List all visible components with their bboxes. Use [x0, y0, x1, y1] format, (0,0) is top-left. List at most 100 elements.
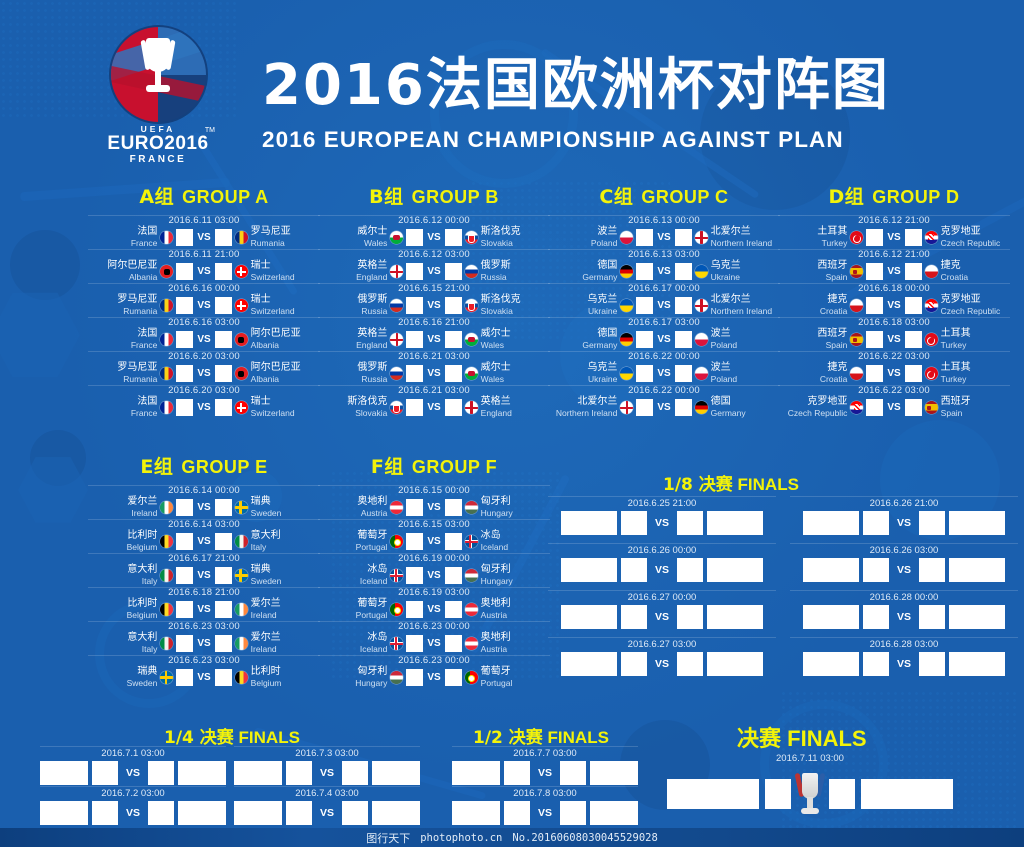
away-score-box[interactable] [214, 601, 232, 618]
away-score-box[interactable] [214, 499, 232, 516]
home-score-box[interactable] [636, 297, 654, 314]
home-team-box[interactable] [561, 605, 617, 629]
home-team-box[interactable] [561, 511, 617, 535]
away-score-box[interactable] [444, 365, 462, 382]
home-score-box[interactable] [863, 652, 889, 676]
away-team-box[interactable] [371, 761, 420, 785]
away-score-box[interactable] [829, 779, 855, 809]
home-team-box[interactable] [452, 801, 501, 825]
home-team-box[interactable] [234, 801, 283, 825]
match-row[interactable]: 2016.6.15 03:00 葡萄牙 Portugal VS 冰岛 Iceland [318, 519, 550, 553]
quarter-final-match-left-2[interactable]: 2016.7.2 03:00 VS [40, 786, 226, 825]
home-score-box[interactable] [866, 263, 884, 280]
home-team-box[interactable] [803, 605, 859, 629]
home-score-box[interactable] [863, 605, 889, 629]
home-score-box[interactable] [636, 331, 654, 348]
home-team-box[interactable] [561, 652, 617, 676]
away-score-box[interactable] [444, 331, 462, 348]
match-row[interactable]: 2016.6.13 00:00 波兰 Poland VS 北爱尔兰 Northern Ir… [548, 215, 780, 249]
away-score-box[interactable] [214, 229, 232, 246]
home-team-box[interactable] [452, 761, 501, 785]
home-score-box[interactable] [406, 533, 424, 550]
away-score-box[interactable] [214, 263, 232, 280]
away-team-box[interactable] [707, 511, 763, 535]
match-row[interactable]: 2016.6.18 03:00 西班牙 Spain VS 土耳其 Turkey [778, 317, 1010, 351]
round-of-16-match-left-2[interactable]: 2016.6.26 00:00 VS [548, 543, 776, 582]
away-team-box[interactable] [949, 558, 1005, 582]
match-row[interactable]: 2016.6.19 00:00 冰岛 Iceland VS 匈牙利 Hungary [318, 553, 550, 587]
home-score-box[interactable] [406, 263, 424, 280]
match-row[interactable]: 2016.6.14 00:00 爱尔兰 Ireland VS 瑞典 Sweden [88, 485, 320, 519]
away-score-box[interactable] [674, 229, 692, 246]
home-score-box[interactable] [866, 297, 884, 314]
away-score-box[interactable] [444, 669, 462, 686]
away-score-box[interactable] [147, 761, 174, 785]
away-score-box[interactable] [147, 801, 174, 825]
away-team-box[interactable] [707, 605, 763, 629]
match-row[interactable]: 2016.6.17 21:00 意大利 Italy VS 瑞典 Sweden [88, 553, 320, 587]
away-score-box[interactable] [677, 558, 703, 582]
away-score-box[interactable] [444, 297, 462, 314]
away-score-box[interactable] [674, 399, 692, 416]
home-score-box[interactable] [504, 761, 531, 785]
match-row[interactable]: 2016.6.11 21:00 阿尔巴尼亚 Albania VS 瑞士 Switzerla… [88, 249, 320, 283]
home-score-box[interactable] [504, 801, 531, 825]
semi-final-match-1[interactable]: 2016.7.7 03:00 VS [452, 746, 638, 785]
home-score-box[interactable] [866, 365, 884, 382]
match-row[interactable]: 2016.6.23 03:00 瑞典 Sweden VS 比利时 Belgium [88, 655, 320, 689]
home-score-box[interactable] [621, 558, 647, 582]
away-score-box[interactable] [677, 605, 703, 629]
home-score-box[interactable] [866, 331, 884, 348]
home-team-box[interactable] [803, 558, 859, 582]
round-of-16-match-left-3[interactable]: 2016.6.27 00:00 VS [548, 590, 776, 629]
away-score-box[interactable] [919, 605, 945, 629]
away-score-box[interactable] [674, 263, 692, 280]
away-score-box[interactable] [214, 567, 232, 584]
away-score-box[interactable] [919, 558, 945, 582]
home-score-box[interactable] [406, 567, 424, 584]
away-score-box[interactable] [444, 567, 462, 584]
match-row[interactable]: 2016.6.20 03:00 法国 France VS 瑞士 Switzerland [88, 385, 320, 419]
away-team-box[interactable] [707, 558, 763, 582]
away-score-box[interactable] [674, 365, 692, 382]
away-score-box[interactable] [214, 365, 232, 382]
round-of-16-match-left-4[interactable]: 2016.6.27 03:00 VS [548, 637, 776, 676]
away-team-box[interactable] [861, 779, 953, 809]
home-team-box[interactable] [561, 558, 617, 582]
home-score-box[interactable] [406, 399, 424, 416]
home-team-box[interactable] [803, 511, 859, 535]
match-row[interactable]: 2016.6.23 00:00 匈牙利 Hungary VS 葡萄牙 Portugal [318, 655, 550, 689]
home-score-box[interactable] [176, 297, 194, 314]
home-score-box[interactable] [92, 761, 119, 785]
match-row[interactable]: 2016.6.11 03:00 法国 France VS 罗马尼亚 Rumania [88, 215, 320, 249]
match-row[interactable]: 2016.6.22 00:00 北爱尔兰 Northern Ireland VS 德国 G… [548, 385, 780, 419]
away-team-box[interactable] [949, 511, 1005, 535]
home-score-box[interactable] [636, 365, 654, 382]
match-row[interactable]: 2016.6.22 03:00 捷克 Croatia VS 土耳其 Turkey [778, 351, 1010, 385]
away-score-box[interactable] [904, 263, 922, 280]
away-score-box[interactable] [444, 601, 462, 618]
away-score-box[interactable] [904, 365, 922, 382]
home-score-box[interactable] [636, 399, 654, 416]
semi-final-match-2[interactable]: 2016.7.8 03:00 VS [452, 786, 638, 825]
home-score-box[interactable] [406, 499, 424, 516]
match-row[interactable]: 2016.6.23 00:00 冰岛 Iceland VS 奥地利 Austria [318, 621, 550, 655]
quarter-final-match-right-2[interactable]: 2016.7.4 03:00 VS [234, 786, 420, 825]
home-score-box[interactable] [176, 263, 194, 280]
round-of-16-match-left-1[interactable]: 2016.6.25 21:00 VS [548, 496, 776, 535]
away-score-box[interactable] [214, 331, 232, 348]
away-score-box[interactable] [444, 229, 462, 246]
home-score-box[interactable] [176, 331, 194, 348]
away-score-box[interactable] [559, 801, 586, 825]
away-team-box[interactable] [371, 801, 420, 825]
home-score-box[interactable] [636, 229, 654, 246]
match-row[interactable]: 2016.6.12 00:00 威尔士 Wales VS 斯洛伐克 Slovakia [318, 215, 550, 249]
away-score-box[interactable] [904, 331, 922, 348]
away-score-box[interactable] [444, 533, 462, 550]
round-of-16-match-right-2[interactable]: 2016.6.26 03:00 VS [790, 543, 1018, 582]
home-score-box[interactable] [866, 399, 884, 416]
home-score-box[interactable] [621, 652, 647, 676]
home-team-box[interactable] [40, 761, 89, 785]
home-team-box[interactable] [40, 801, 89, 825]
home-team-box[interactable] [234, 761, 283, 785]
